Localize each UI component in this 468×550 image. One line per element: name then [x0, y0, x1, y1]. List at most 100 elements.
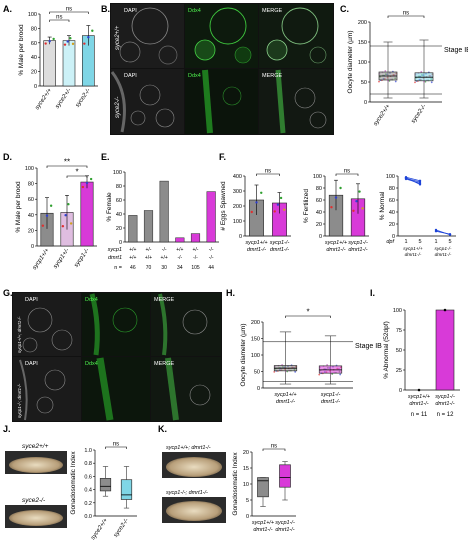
x-category-label: dmrt1-/- [253, 527, 272, 533]
data-point [273, 210, 276, 213]
bar [159, 180, 169, 243]
significance-label: ** [64, 158, 70, 167]
x-tick-label: 1 [404, 239, 407, 245]
bar [175, 237, 185, 243]
data-point [387, 79, 390, 82]
micro-g-merge-label-1: MERGE [154, 297, 175, 303]
data-point [430, 81, 433, 84]
y-tick-label: 20 [243, 450, 249, 456]
y-tick-label: 150 [358, 40, 367, 46]
x-category-label: sycp1+/- [53, 248, 71, 270]
significance-label: ns [56, 15, 62, 21]
data-point [41, 224, 45, 227]
data-point [384, 70, 387, 72]
y-tick-label: 100 [28, 12, 37, 18]
x-tick-label: 1 [434, 239, 437, 245]
data-point [339, 373, 342, 376]
x-category-label: sycp1+/+ [274, 392, 297, 398]
y-tick-label: 20 [31, 70, 37, 76]
y-tick-label: 150 [251, 337, 260, 343]
chart-c: 0 50 100 150 200 Oocyte diameter (µm) Stage IB… [347, 11, 468, 128]
genotype-label: +/+ [176, 247, 183, 253]
y-tick-label: 200 [233, 204, 242, 210]
panel-label-a: A. [3, 4, 12, 14]
x-category-label: sycp1+/+ [408, 394, 431, 400]
panel-label-d: D. [3, 152, 12, 162]
data-point [61, 224, 65, 228]
chart-h: 0 50 100 150 200 Oocyte diameter (µm) Stage IB… [240, 308, 382, 406]
micro-g-dapi-label-1: DAPI [25, 297, 38, 303]
x-category-label: sycp1-/- [435, 394, 455, 400]
n-label: 30 [161, 265, 167, 271]
genotype-label: +/+ [129, 255, 136, 261]
data-point [48, 40, 51, 43]
micro-b-merge-label-2: MERGE [262, 73, 283, 79]
series-line [405, 178, 421, 184]
micro-b-genotype-2: syce2-/- [115, 97, 121, 118]
genotype-label: +/- [146, 247, 152, 253]
y-tick-label: 0.2 [84, 501, 92, 507]
y-tick-label: 0.0 [84, 514, 92, 520]
data-point [279, 196, 283, 200]
n-label: n = 11 [411, 412, 428, 418]
micro-b-dapi-label-1: DAPI [124, 8, 137, 14]
y-tick-label: 60 [28, 197, 34, 203]
y-tick-label: 0 [239, 234, 242, 240]
fish-label-k2: sycp1-/-; dmrt1-/- [166, 490, 208, 496]
y-tick-label: 15 [243, 466, 249, 472]
significance-bracket [66, 175, 88, 178]
n-label: n = 12 [437, 412, 455, 418]
y-tick-label: 300 [233, 189, 242, 195]
significance-label: ns [113, 442, 119, 448]
genotype-label: -/- [193, 255, 198, 261]
data-point [83, 42, 86, 45]
chart-j: 0.0 0.2 0.4 0.6 0.8 1.0 Gonadosomatic Index syc… [70, 442, 137, 541]
y-tick-label: 5 [246, 498, 249, 504]
y-tick-label: 100 [358, 60, 367, 66]
micro-g-ddx4-label-1: Ddx4 [85, 297, 98, 303]
y-tick-label: 100 [25, 166, 34, 172]
x-tick-label: 5 [418, 239, 421, 245]
data-point [273, 370, 276, 373]
y-tick-label: 100 [251, 353, 260, 359]
micro-b-dapi-label-2: DAPI [124, 73, 137, 79]
data-point [89, 177, 93, 181]
n-label: 46 [130, 265, 136, 271]
y-tick-label: 40 [116, 212, 122, 218]
y-tick-label: 80 [316, 186, 322, 192]
micro-g-genotype-2: sycp1-/-; dmrt1-/- [17, 383, 22, 418]
data-point [250, 210, 253, 214]
reference-label: Stage IB [444, 47, 468, 54]
data-point [255, 201, 258, 204]
x-category-label: dmrt1-/- [275, 527, 294, 533]
bar [143, 210, 154, 243]
data-point [326, 364, 329, 366]
data-point [423, 80, 426, 83]
y-tick-label: 50 [254, 370, 260, 376]
y-tick-label: 400 [233, 174, 242, 180]
significance-bracket [262, 448, 286, 451]
y-axis-label: % Female [106, 192, 113, 222]
x-category-label: syce2+/- [55, 88, 73, 110]
y-axis-label: % Male per brood [18, 24, 25, 76]
y-tick-label: 0 [399, 388, 402, 394]
data-point [67, 203, 70, 206]
n-label: 105 [191, 265, 200, 271]
y-tick-label: 60 [389, 198, 395, 204]
x-category-label: sycp1+/+ [245, 240, 268, 246]
micrograph-b-merge-2 [259, 69, 333, 134]
y-tick-label: 100 [393, 308, 402, 314]
y-tick-label: 60 [116, 198, 122, 204]
data-point [69, 37, 72, 40]
y-tick-label: 1.0 [84, 448, 92, 454]
n-label: 70 [146, 265, 152, 271]
genotype-label: +/+ [129, 247, 136, 253]
y-tick-label: 100 [113, 170, 122, 176]
fish-label-j2: syce2-/- [22, 497, 46, 504]
data-point [418, 182, 422, 185]
data-point [448, 233, 452, 236]
fish-photos: syce2+/+ syce2-/- sycp1+/+; dmrt1-/- syc… [5, 443, 226, 528]
